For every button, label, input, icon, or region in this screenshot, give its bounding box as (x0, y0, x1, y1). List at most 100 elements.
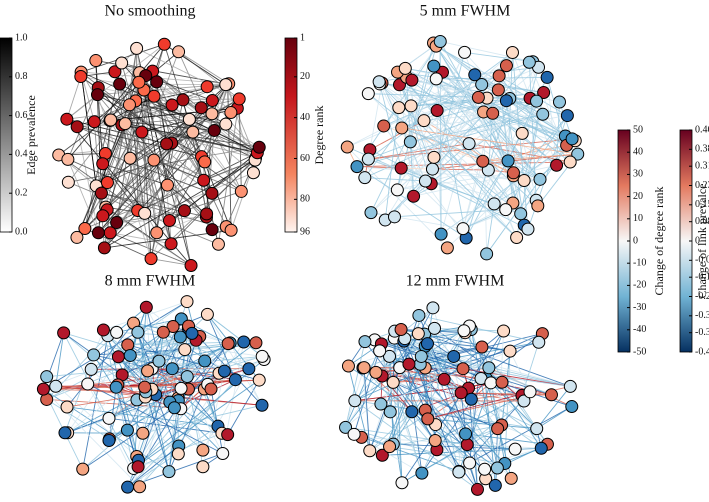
colorbar-label: Edge prevalence (24, 95, 38, 175)
colorbar-tick-label: 20 (633, 191, 643, 202)
node (115, 56, 129, 70)
node (427, 321, 441, 335)
edge (432, 75, 500, 170)
edge (133, 359, 265, 469)
edge (127, 326, 174, 431)
node (369, 365, 383, 379)
node (486, 106, 500, 120)
node (186, 125, 200, 139)
node (363, 444, 377, 458)
node (173, 330, 187, 344)
node (404, 99, 418, 113)
node (123, 151, 137, 165)
colorbar-tick-label: 0.08 (695, 216, 709, 227)
node (97, 241, 111, 255)
node (205, 186, 219, 200)
node (532, 335, 546, 349)
node (412, 308, 426, 322)
panel-title: 8 mm FWHM (105, 273, 196, 290)
node (184, 258, 198, 272)
node (180, 295, 194, 309)
edge (142, 404, 263, 434)
node (109, 380, 123, 394)
colorbar-tick-label: 10 (633, 213, 643, 224)
node (118, 117, 132, 131)
edge (180, 343, 229, 410)
node (433, 34, 447, 48)
node (537, 86, 551, 100)
node (348, 394, 362, 408)
node (471, 90, 485, 104)
edge (498, 75, 571, 163)
edge (394, 74, 476, 218)
node (517, 394, 531, 408)
node (90, 88, 104, 102)
node (544, 388, 558, 402)
colorbar-tick-label: 40 (300, 112, 310, 123)
node (221, 337, 235, 351)
node (563, 379, 577, 393)
node (211, 237, 225, 251)
node (468, 68, 482, 82)
colorbar-tick-label: -0.31 (695, 310, 709, 321)
edge (139, 379, 236, 488)
node (341, 359, 355, 373)
node (375, 448, 389, 462)
edge (363, 367, 438, 451)
edge (497, 89, 522, 214)
node (205, 93, 219, 107)
edge (353, 433, 460, 472)
node (457, 324, 471, 338)
node (452, 465, 466, 479)
colorbar-tick-label: 96 (300, 226, 310, 237)
edge (107, 159, 155, 183)
edge (97, 94, 226, 125)
node (96, 209, 110, 223)
node (501, 154, 515, 168)
colorbar-tick-label: 40 (633, 146, 643, 157)
node (405, 405, 419, 419)
colorbar: 0.46 0.38 0.31 0.23 0.15 0.08 0 -0.08 -0.15 -0.23… (679, 124, 709, 357)
colorbar-tick-label: -0.46 (695, 346, 709, 357)
node (506, 166, 520, 180)
edge (354, 381, 503, 402)
edge (63, 332, 135, 469)
edge (133, 379, 260, 469)
edge (427, 391, 531, 420)
node (76, 462, 90, 476)
node (386, 375, 400, 389)
node (394, 323, 408, 337)
colorbar-tick-label: 1 (300, 32, 305, 43)
node (387, 210, 401, 224)
node (242, 362, 256, 376)
edge (399, 84, 514, 174)
edge (345, 343, 382, 428)
node (200, 307, 214, 321)
node (197, 173, 211, 187)
edge (168, 407, 175, 472)
node (550, 158, 564, 172)
node (205, 223, 219, 237)
edge (82, 429, 128, 470)
node (61, 175, 75, 189)
edge (400, 329, 460, 473)
network (52, 37, 266, 272)
edge (58, 154, 185, 212)
node (480, 247, 494, 261)
edge (353, 343, 382, 435)
node (510, 231, 524, 245)
edge (133, 322, 250, 370)
node (437, 372, 451, 386)
edge (520, 138, 573, 214)
node (217, 364, 231, 378)
node (121, 338, 135, 352)
edge (150, 258, 192, 266)
node (482, 361, 496, 375)
edge (432, 168, 489, 171)
edge (369, 338, 406, 451)
node (475, 340, 489, 354)
node (219, 78, 233, 92)
edge (225, 84, 256, 159)
edge (46, 399, 110, 440)
node (415, 466, 429, 480)
